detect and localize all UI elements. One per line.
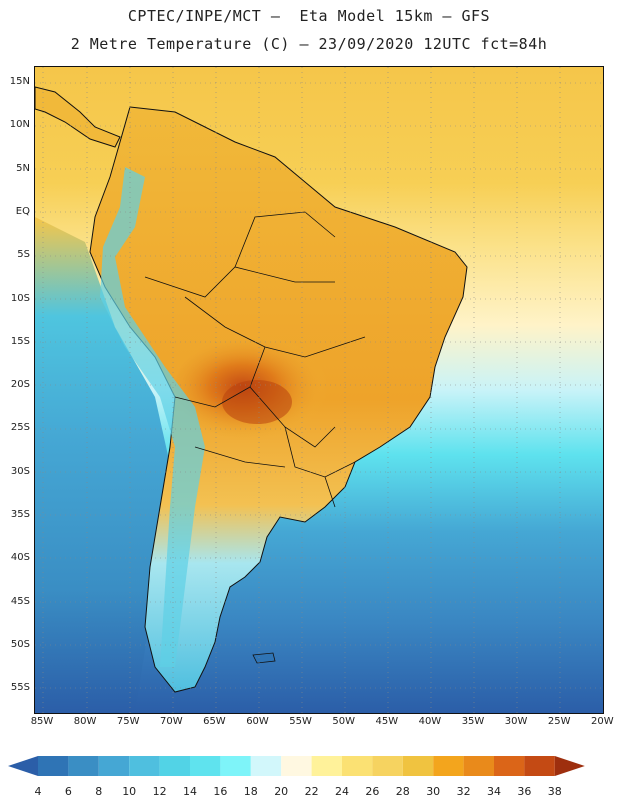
legend-tick-label: 30 bbox=[426, 785, 441, 798]
lon-label: 20W bbox=[590, 716, 614, 727]
legend-tick-label: 20 bbox=[274, 785, 289, 798]
lon-label: 40W bbox=[418, 716, 442, 727]
lat-label: 35S bbox=[10, 509, 30, 520]
lat-label: 5N bbox=[16, 162, 30, 174]
lon-label: 85W bbox=[30, 716, 54, 727]
falkland-islands bbox=[252, 652, 276, 664]
lat-label: 10N bbox=[9, 119, 30, 131]
legend-swatch bbox=[402, 756, 434, 776]
legend-swatch bbox=[68, 756, 99, 776]
lat-label: 50S bbox=[10, 638, 30, 650]
legend-tick-label: 10 bbox=[122, 785, 137, 798]
lat-label: EQ bbox=[15, 205, 30, 217]
legend-swatch bbox=[372, 756, 403, 776]
legend-tick-label: 32 bbox=[456, 785, 471, 798]
legend-swatch bbox=[433, 756, 464, 776]
lon-label: 35W bbox=[461, 716, 485, 727]
lat-label: 20S bbox=[10, 379, 30, 391]
legend-swatch bbox=[220, 756, 251, 776]
legend-tick-label: 4 bbox=[34, 785, 42, 798]
lat-label: 15N bbox=[9, 76, 30, 87]
lat-label: 5S bbox=[17, 249, 30, 261]
lon-label: 75W bbox=[116, 716, 140, 727]
legend-tick-label: 6 bbox=[64, 785, 72, 798]
lon-label: 25W bbox=[547, 716, 571, 727]
lon-label: 70W bbox=[159, 716, 183, 727]
lat-label: 15S bbox=[10, 335, 30, 347]
legend-tick-label: 18 bbox=[243, 785, 258, 798]
lon-label: 30W bbox=[504, 716, 528, 727]
legend-tick-label: 16 bbox=[213, 785, 228, 798]
legend-arrow-high bbox=[554, 756, 585, 776]
legend-tick-label: 12 bbox=[152, 785, 167, 798]
legend-tick-label: 26 bbox=[365, 785, 380, 798]
legend-tick-label: 38 bbox=[547, 785, 562, 798]
color-legend bbox=[8, 756, 585, 776]
legend-tick-label: 14 bbox=[183, 785, 197, 798]
lat-label: 30S bbox=[10, 465, 30, 477]
temperature-map bbox=[34, 66, 604, 714]
legend-swatch bbox=[281, 756, 312, 776]
legend-arrow-low bbox=[8, 756, 38, 776]
lon-label: 65W bbox=[203, 716, 226, 727]
map-title-line-1: CPTEC/INPE/MCT – Eta Model 15km – GFS bbox=[127, 7, 491, 25]
lat-label: 55S bbox=[10, 682, 30, 694]
lon-label: 60W bbox=[246, 716, 269, 727]
central-america-land bbox=[35, 86, 121, 148]
map-title-line-2: 2 Metre Temperature (C) – 23/09/2020 12U… bbox=[70, 35, 548, 53]
pacific-ocean-field bbox=[35, 217, 175, 713]
lon-label: 50W bbox=[332, 716, 355, 727]
legend-tick-label: 36 bbox=[517, 785, 532, 798]
lon-label: 45W bbox=[375, 716, 399, 727]
legend-swatch bbox=[524, 756, 555, 776]
heat-core-inner bbox=[222, 380, 292, 424]
legend-swatch bbox=[190, 756, 221, 776]
legend-swatch bbox=[129, 756, 160, 776]
lat-label: 10S bbox=[10, 292, 30, 304]
legend-swatch bbox=[342, 756, 373, 776]
legend-tick-label: 24 bbox=[335, 785, 349, 798]
lat-label: 40S bbox=[10, 552, 30, 564]
lon-label: 80W bbox=[73, 716, 97, 727]
legend-swatch bbox=[98, 756, 130, 776]
andes-cool-strip bbox=[100, 167, 205, 667]
legend-swatch bbox=[463, 756, 494, 776]
legend-tick-label: 28 bbox=[395, 785, 410, 798]
lon-label: 55W bbox=[289, 716, 312, 727]
legend-swatch bbox=[250, 756, 282, 776]
legend-swatch bbox=[311, 756, 342, 776]
legend-tick-label: 34 bbox=[487, 785, 501, 798]
legend-swatch bbox=[494, 756, 525, 776]
lat-label: 45S bbox=[10, 595, 30, 607]
legend-swatch bbox=[159, 756, 190, 776]
legend-tick-label: 8 bbox=[95, 785, 103, 798]
country-borders bbox=[144, 211, 366, 508]
legend-tick-label: 22 bbox=[304, 785, 319, 798]
lat-label: 25S bbox=[10, 422, 30, 434]
legend-swatch bbox=[38, 756, 69, 776]
